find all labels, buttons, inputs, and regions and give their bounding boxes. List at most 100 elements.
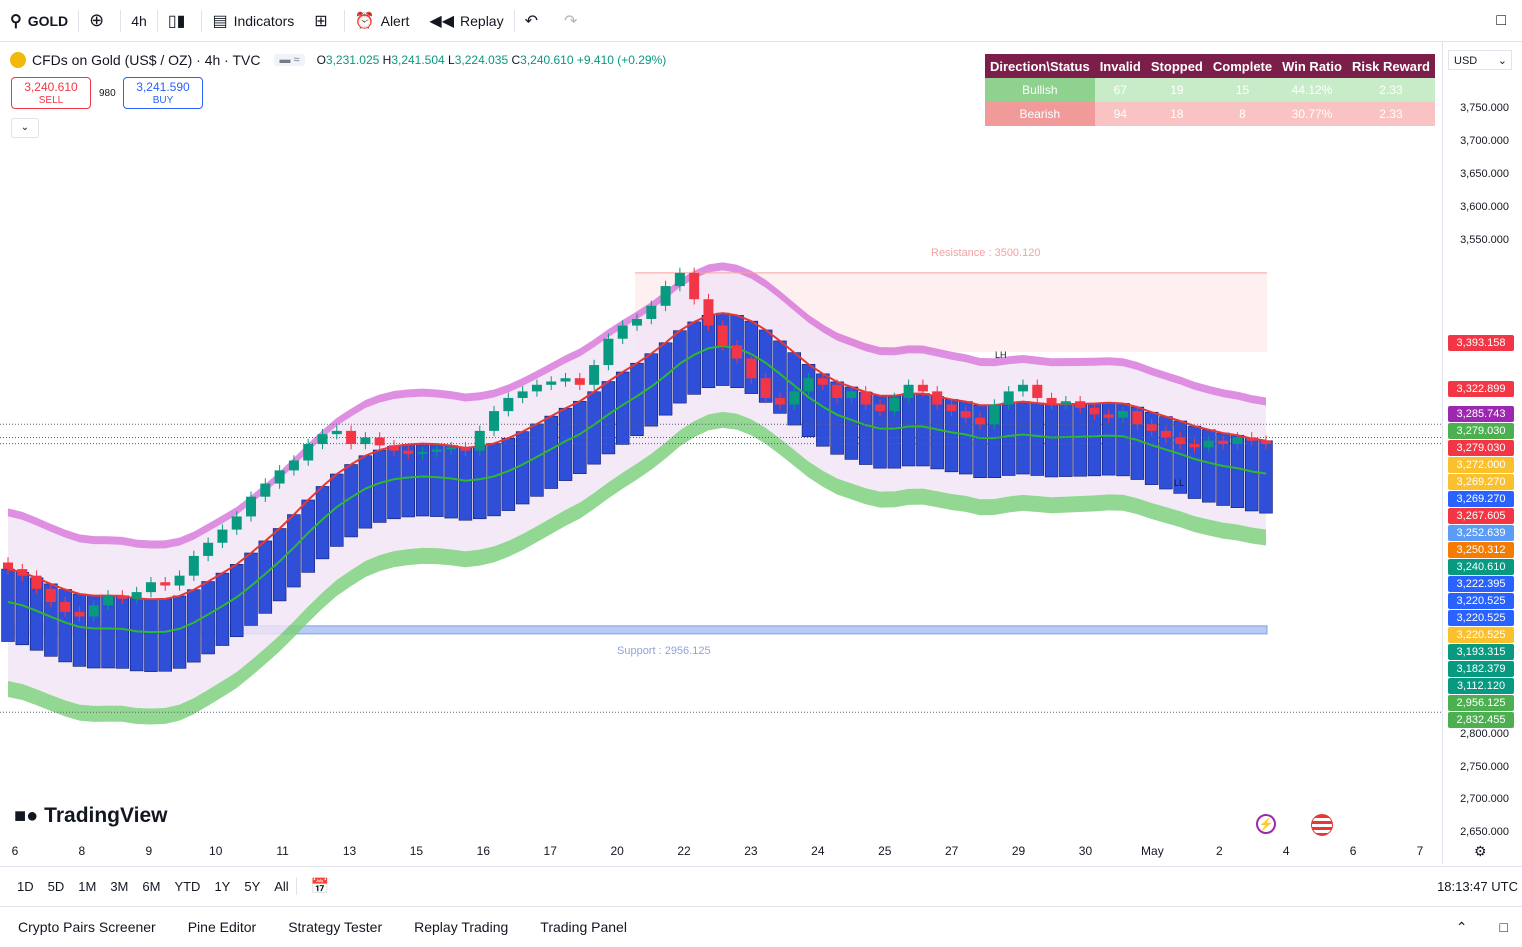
collapse-legend-button[interactable]: ⌄ <box>11 118 39 138</box>
sell-label: SELL <box>38 95 64 106</box>
candle-body <box>717 325 728 346</box>
templates-button[interactable]: ⊞ <box>304 0 343 42</box>
price-tag: 3,269.270 <box>1448 473 1514 490</box>
candle-body <box>817 378 828 385</box>
volume-profile-bar <box>1073 403 1087 477</box>
spread-value: 980 <box>99 88 116 99</box>
candle-body <box>674 272 685 287</box>
candle-body <box>203 542 214 556</box>
range-6m[interactable]: 6M <box>142 878 161 894</box>
indicator-toggle[interactable]: ▬ ≈ <box>274 54 305 66</box>
candle-body <box>117 595 128 599</box>
lower-low-label: LL <box>1174 478 1185 488</box>
candle-body <box>646 305 657 319</box>
candle-body <box>1175 437 1186 445</box>
x-tick-label: 25 <box>878 844 892 858</box>
lightning-icon[interactable]: ⚡ <box>1256 814 1276 834</box>
date-range-icon[interactable]: 📅 <box>295 877 337 895</box>
candle-body <box>45 588 56 602</box>
candle-body <box>388 445 399 451</box>
range-all[interactable]: All <box>274 878 289 894</box>
range-1d[interactable]: 1D <box>17 878 34 894</box>
x-tick-label: 20 <box>610 844 624 858</box>
volume-profile-bar <box>458 447 473 521</box>
volume-profile-bar <box>1044 404 1059 478</box>
replay-button[interactable]: ◀◀ Replay <box>419 0 513 42</box>
candle-body <box>689 272 700 300</box>
x-tick-label: 13 <box>342 844 357 858</box>
currency-select[interactable]: USD ⌄ <box>1448 50 1512 70</box>
buy-button[interactable]: 3,241.590 BUY <box>123 77 203 109</box>
sell-button[interactable]: 3,240.610 SELL <box>11 77 91 109</box>
y-tick-label: 3,650.000 <box>1460 168 1509 181</box>
tab-strategy-tester[interactable]: Strategy Tester <box>288 919 383 935</box>
volume-profile-bar <box>72 593 87 667</box>
tab-trading-panel[interactable]: Trading Panel <box>540 919 627 935</box>
range-ytd[interactable]: YTD <box>174 878 201 894</box>
us-flag-icon[interactable] <box>1311 814 1333 836</box>
maximize-icon[interactable]: □ <box>1499 919 1508 935</box>
range-5d[interactable]: 5D <box>47 878 65 894</box>
volume-profile-bar <box>1259 440 1273 514</box>
symbol-name: GOLD <box>27 12 69 29</box>
x-tick-label: 29 <box>1011 844 1026 858</box>
candle-body <box>746 358 757 379</box>
candle-body <box>1046 397 1057 405</box>
symbol-search[interactable]: ⚲ GOLD <box>0 0 78 42</box>
volume-profile-bar <box>901 393 916 467</box>
compare-button[interactable]: ⊕ <box>79 0 120 42</box>
x-tick-label: May <box>1141 844 1164 858</box>
fullscreen-button[interactable]: □ <box>1486 0 1522 42</box>
volume-profile-bar <box>1001 402 1016 476</box>
price-tag: 3,240.610 <box>1448 558 1514 575</box>
candle-body <box>188 555 199 576</box>
interval-button[interactable]: 4h <box>121 0 157 42</box>
stats-row-bullish: Bullish 67 19 15 44.12% 2.33 <box>985 78 1435 102</box>
candle-body <box>1260 440 1272 445</box>
range-5y[interactable]: 5Y <box>244 878 261 894</box>
redo-button[interactable]: ↷ <box>554 0 593 42</box>
undo-button[interactable]: ↶ <box>515 0 554 42</box>
chart-type-button[interactable]: ▯▮ <box>158 0 202 42</box>
range-1y[interactable]: 1Y <box>214 878 231 894</box>
candle-body <box>231 516 242 530</box>
stats-header-row: Direction\Status Invalid Stopped Complet… <box>985 54 1435 78</box>
support-label: Support : 2956.125 <box>617 645 711 657</box>
candle-body <box>917 384 928 392</box>
candle-body <box>660 286 671 306</box>
y-tick-label: 2,800.000 <box>1460 727 1509 740</box>
candle-body <box>789 391 800 405</box>
indicators-button[interactable]: ▤ Indicators <box>202 0 304 42</box>
chevron-down-icon: ⌄ <box>1497 55 1507 67</box>
price-axis[interactable]: 3,750.000 3,700.000 3,650.000 3,600.000 3,55… <box>1442 42 1522 864</box>
chart-legend: CFDs on Gold (US$ / OZ) · 4h · TVC ▬ ≈ O… <box>10 52 666 68</box>
candle-body <box>145 582 156 593</box>
candle-body <box>288 460 299 471</box>
y-tick-label: 2,650.000 <box>1460 826 1509 839</box>
undo-icon: ↶ <box>524 12 539 30</box>
x-tick-label: 10 <box>209 844 223 858</box>
candle-body <box>803 378 814 392</box>
x-tick-label: 8 <box>78 844 86 858</box>
candle-body <box>174 575 185 586</box>
tab-replay-trading[interactable]: Replay Trading <box>414 919 509 935</box>
alert-button[interactable]: ⏰ Alert <box>345 0 420 42</box>
range-1m[interactable]: 1M <box>78 878 97 894</box>
candle-body <box>875 404 886 412</box>
tab-pine-editor[interactable]: Pine Editor <box>187 919 257 935</box>
lower-green-band <box>8 411 1266 725</box>
price-chart[interactable] <box>0 42 1522 864</box>
settings-icon[interactable]: ⚙ <box>1474 843 1487 859</box>
time-axis[interactable]: 6 8 9 10 11 13 15 16 17 20 22 23 24 25 27 29 30 May 2 4 6 7 <box>0 838 1442 864</box>
tab-crypto-pairs-screener[interactable]: Crypto Pairs Screener <box>18 919 156 935</box>
range-3m[interactable]: 3M <box>110 878 129 894</box>
price-tag: 3,279.030 <box>1448 439 1514 456</box>
candle-body <box>932 391 943 405</box>
candle-body <box>860 391 871 405</box>
candle-body <box>17 569 28 576</box>
candle-body <box>989 404 1000 425</box>
indicators-icon: ▤ <box>212 12 228 30</box>
x-tick-label: 4 <box>1282 844 1290 858</box>
chevron-up-icon[interactable]: ⌃ <box>1455 918 1468 935</box>
clock-time[interactable]: 18:13:47 UTC <box>1437 878 1518 894</box>
